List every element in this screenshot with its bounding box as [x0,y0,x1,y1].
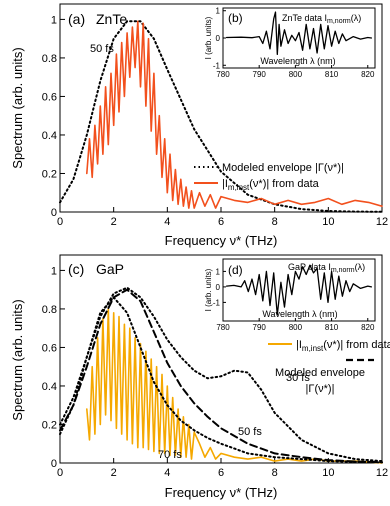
panel-d-ytick-label: 1 [216,267,221,276]
legend-envelope-label: Modeled envelope |Γ(ν*)| [222,162,344,174]
panel-a-xtick-label: 6 [218,216,224,228]
panel-a-ylabel: Spectrum (arb. units) [10,47,25,168]
legend-gap-envelope-line2: |Γ(ν*)| [306,383,335,395]
panel-c-series-1-line [59,288,383,464]
panel-d-series [225,264,373,316]
panel-b-ytick-label: 0 [216,34,221,43]
panel-c-xtick-label: 6 [218,467,224,479]
panel-d-ticks: 780 790 800 810 820 -1 0 1 [213,267,375,332]
panel-d-ylabel: I (arb. units) [204,268,213,311]
panel-d-ytick-label: -1 [213,298,221,307]
panel-c-series-0-line [86,308,383,464]
panel-b-title: ZnTe data Im,norm(λ) [282,13,361,25]
panel-c-annotation-70fs: 70 fs [158,449,182,461]
panel-c-xtick-label: 2 [111,467,117,479]
panel-a-series-0-line [59,20,383,213]
panel-b-xtick-label: 800 [289,70,303,79]
panel-b-series-0-line [225,11,373,56]
panel-c-label: (c) [68,261,84,277]
panel-a-xtick-label: 0 [57,216,63,228]
panel-b-ylabel: I (arb. units) [204,16,213,59]
panel-c-series-2-line [59,286,383,463]
panel-b-series [225,11,373,56]
panel-c-ytick-label: 1 [51,265,57,277]
panel-a-xtick-label: 2 [111,216,117,228]
panel-c-legend: |Im,inst(ν*)| from data Modeled envelope… [268,339,390,395]
panel-a-xtick-label: 4 [164,216,170,228]
panel-a-series [59,20,383,213]
panel-b-inset: 780 790 800 810 820 -1 0 1 (b) ZnTe data Im,nor… [202,6,380,86]
panel-d-series-0-line [225,264,373,316]
panel-b-ytick-label: 1 [216,7,221,16]
panel-c-series [59,286,383,464]
panel-c-xtick-label: 4 [164,467,170,479]
panel-c-ylabel: Spectrum (arb. units) [10,299,25,420]
panel-d-xtick-label: 810 [325,323,339,332]
legend-gap-data-label: |Im,inst(ν*)| from data [296,339,390,353]
panel-a-series-1-line [86,20,383,209]
panel-c-series-3-line [59,296,383,464]
panel-d-xtick-label: 820 [361,323,375,332]
panel-c-ytick-label: 0.6 [42,342,57,354]
panel-c-ytick-label: 0 [51,458,57,470]
panel-b-ticks: 780 790 800 810 820 -1 0 1 [213,7,375,79]
panel-d-title: GaP data Im,norm(λ) [288,262,365,274]
panel-c-material: GaP [96,261,124,277]
panel-d-xtick-label: 800 [289,323,303,332]
panel-a-xtick-label: 10 [322,216,334,228]
panel-a-xtick-label: 12 [376,216,388,228]
panel-c-xtick-label: 10 [322,467,334,479]
panel-c-ytick-label: 0.4 [42,381,57,393]
panel-a-ytick-label: 0.4 [42,130,57,142]
panel-a-legend: Modeled envelope |Γ(ν*)| |Im,inst(ν*)| f… [194,162,344,192]
panel-a-ytick-label: 0.6 [42,91,57,103]
panel-a-ytick-label: 1 [51,14,57,26]
panel-d-ytick-label: 0 [216,283,221,292]
panel-d-xtick-label: 780 [216,323,230,332]
panel-a-ytick-label: 0.8 [42,53,57,65]
legend-data-label: |Im,inst(ν*)| from data [222,178,320,192]
panel-a-xtick-label: 8 [272,216,278,228]
panel-c-ytick-label: 0.8 [42,304,57,316]
panel-c-annotation-30fs: 30 fs [286,372,310,384]
panel-a-ytick-label: 0 [51,207,57,219]
panel-c-ytick-label: 0.2 [42,419,57,431]
panel-d-xtick-label: 790 [253,323,267,332]
panel-d-label: (d) [228,263,243,277]
panel-c-annotation-50fs: 50 fs [238,426,262,438]
panel-c-xtick-label: 0 [57,467,63,479]
panel-a-annotation-50fs: 50 fs [90,43,114,55]
panel-b-xtick-label: 820 [361,70,375,79]
legend-gap-envelope-line1: Modeled envelope [275,367,365,379]
panel-b-xtick-label: 790 [253,70,267,79]
panel-c-xlabel: Frequency ν* (THz) [165,485,278,500]
panel-b-xtick-label: 810 [325,70,339,79]
panel-a-label: (a) [68,11,85,27]
panel-a-ytick-label: 0.2 [42,168,57,180]
panel-d-inset: 780 790 800 810 820 -1 0 1 (d) GaP data Im,norm… [202,257,380,339]
panel-c-xtick-label: 8 [272,467,278,479]
panel-c-xtick-label: 12 [376,467,388,479]
panel-b-ytick-label: -1 [213,61,221,70]
panel-b-label: (b) [228,11,243,25]
panel-a-material: ZnTe [96,11,127,27]
panel-a-xlabel: Frequency ν* (THz) [165,233,278,248]
panel-d-xlabel: Wavelength λ (nm) [262,309,337,319]
panel-b-xtick-label: 780 [216,70,230,79]
panel-b-xlabel: Wavelength λ (nm) [260,56,335,66]
